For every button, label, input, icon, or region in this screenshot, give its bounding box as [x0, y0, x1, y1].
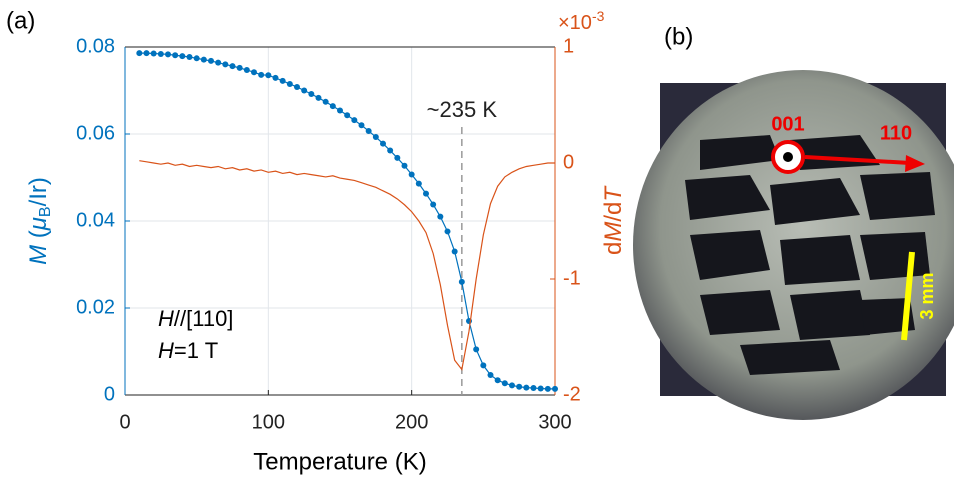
data-point	[258, 71, 265, 78]
data-point	[552, 385, 558, 392]
data-point	[523, 384, 530, 391]
y2-tick-label: -1	[563, 267, 581, 289]
data-point	[157, 50, 164, 57]
data-point	[544, 385, 551, 392]
data-point	[279, 77, 286, 84]
data-point	[358, 122, 365, 129]
annotation: H=1 T	[158, 338, 218, 363]
data-point	[208, 57, 214, 64]
data-point	[179, 53, 186, 60]
annotation: ~235 K	[427, 97, 498, 122]
data-point	[136, 50, 143, 57]
data-point	[351, 117, 358, 124]
data-point	[380, 140, 386, 147]
y2-scale: ×10-3	[558, 8, 605, 35]
y-tick-label: 0.06	[76, 122, 115, 144]
data-point	[308, 90, 315, 97]
data-point	[165, 51, 171, 58]
data-point	[516, 383, 523, 390]
y-tick-label: 0	[104, 383, 115, 405]
data-point	[200, 56, 207, 63]
x-tick-label: 200	[395, 411, 428, 433]
data-point	[344, 112, 351, 119]
x-axis-label: Temperature (K)	[253, 448, 426, 475]
y2-tick-label: 1	[563, 35, 574, 57]
data-point	[243, 67, 250, 74]
data-point	[329, 103, 336, 110]
y2-axis-label: dM/dT	[600, 185, 627, 255]
data-point	[251, 69, 257, 76]
x-tick-label: 100	[252, 411, 285, 433]
direction-label: 001	[771, 113, 804, 135]
data-point	[487, 371, 494, 378]
data-point	[215, 59, 222, 66]
y-axis-label: M (μB/Ir)	[25, 177, 54, 265]
data-point	[365, 127, 372, 134]
data-point	[315, 94, 322, 101]
direction-label: 110	[880, 122, 912, 144]
data-point	[337, 107, 343, 114]
data-point	[501, 380, 508, 387]
arrow-head	[905, 155, 925, 172]
data-point	[265, 72, 272, 79]
scale-label: 3 mm	[917, 272, 937, 319]
data-point	[473, 346, 480, 353]
data-point	[372, 134, 379, 141]
data-point	[401, 162, 408, 169]
data-point	[444, 228, 451, 235]
data-point	[222, 61, 229, 68]
crystals	[685, 135, 935, 375]
data-point	[193, 55, 200, 62]
axis-arrow	[804, 155, 911, 165]
annotation: H//[110]	[158, 306, 233, 331]
y2-tick-label: -2	[563, 383, 581, 405]
data-point	[272, 74, 279, 81]
data-point	[530, 385, 537, 392]
data-point	[451, 248, 458, 255]
data-point	[458, 278, 465, 285]
data-point	[294, 84, 300, 91]
data-point	[172, 52, 179, 59]
y-tick-label: 0.02	[76, 296, 115, 318]
x-tick-label: 300	[538, 411, 571, 433]
panel-label: (b)	[664, 23, 693, 50]
data-point	[229, 63, 236, 70]
data-point	[186, 54, 193, 61]
data-point	[408, 171, 415, 178]
scale-bar	[901, 251, 915, 341]
data-point	[415, 180, 422, 187]
data-point	[143, 50, 150, 57]
data-point	[423, 190, 429, 197]
data-point	[150, 50, 157, 57]
data-point	[301, 87, 308, 94]
x-tick-label: 0	[119, 411, 130, 433]
y2-tick-label: 0	[563, 151, 574, 173]
data-point	[480, 362, 487, 369]
data-point	[494, 377, 501, 384]
photo: 001 110 3 mm	[633, 70, 954, 420]
data-point	[236, 64, 243, 71]
data-point	[322, 98, 329, 105]
data-point	[430, 201, 437, 208]
data-point	[387, 147, 394, 154]
data-point	[394, 154, 401, 161]
panel-label: (a)	[6, 7, 35, 34]
axis-out-dot	[783, 152, 793, 162]
y-tick-label: 0.08	[76, 35, 115, 57]
data-point	[537, 385, 544, 392]
data-point	[437, 213, 444, 220]
data-point	[286, 80, 293, 87]
series-line	[139, 160, 555, 371]
y-tick-label: 0.04	[76, 209, 115, 231]
data-point	[509, 382, 515, 389]
